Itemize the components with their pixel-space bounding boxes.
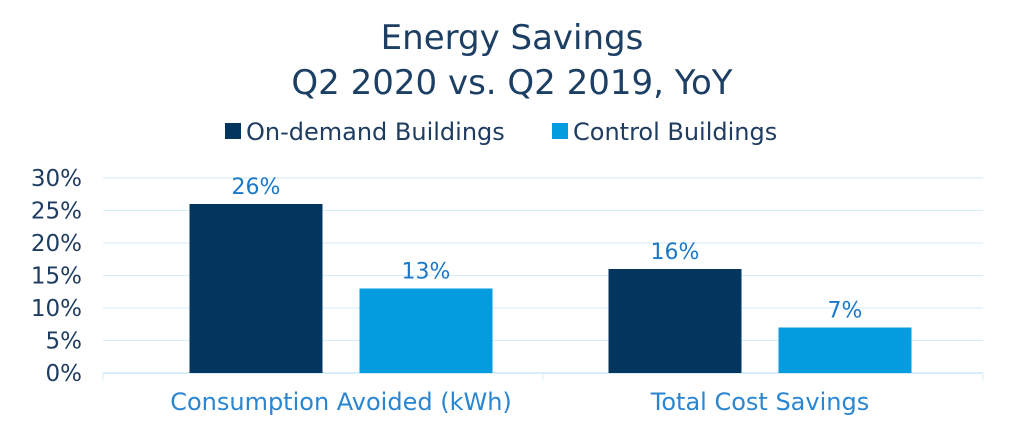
y-axis-tick-label: 15% (31, 264, 82, 290)
legend-swatch-on-demand-buildings (225, 123, 241, 139)
category-label-total-cost-savings: Total Cost Savings (650, 388, 869, 416)
bar-on-demand-buildings-consumption-avoided-kwh (189, 204, 323, 373)
data-label-control-buildings-consumption-avoided-kwh: 13% (402, 260, 451, 285)
chart-title: Energy Savings (381, 18, 644, 58)
bar-control-buildings-total-cost-savings (778, 327, 912, 373)
category-label-consumption-avoided-kwh: Consumption Avoided (kWh) (170, 388, 512, 416)
y-axis-tick-label: 25% (31, 199, 82, 225)
y-axis-tick-label: 5% (46, 329, 83, 355)
legend-label-control-buildings: Control Buildings (573, 118, 777, 146)
bar-on-demand-buildings-total-cost-savings (608, 269, 742, 373)
y-axis-tick-label: 10% (31, 296, 82, 322)
data-label-control-buildings-total-cost-savings: 7% (828, 299, 863, 324)
y-axis-tick-label: 0% (46, 361, 83, 387)
chart-legend: On-demand Buildings Control Buildings (225, 118, 777, 146)
legend-label-on-demand-buildings: On-demand Buildings (246, 118, 505, 146)
y-axis-tick-label: 30% (31, 166, 82, 192)
y-axis-tick-label: 20% (31, 231, 82, 257)
plot-bars (189, 204, 912, 373)
x-axis-category-labels: Consumption Avoided (kWh) Total Cost Savi… (170, 388, 869, 416)
data-label-on-demand-buildings-total-cost-savings: 16% (651, 240, 700, 265)
bar-data-labels: 26% 16% 13% 7% (232, 175, 863, 324)
bar-control-buildings-consumption-avoided-kwh (359, 288, 493, 373)
chart-subtitle: Q2 2020 vs. Q2 2019, YoY (291, 63, 732, 103)
y-axis-tick-labels: 0% 5% 10% 15% 20% 25% 30% (31, 166, 82, 387)
data-label-on-demand-buildings-consumption-avoided-kwh: 26% (232, 175, 281, 200)
legend-swatch-control-buildings (552, 123, 568, 139)
